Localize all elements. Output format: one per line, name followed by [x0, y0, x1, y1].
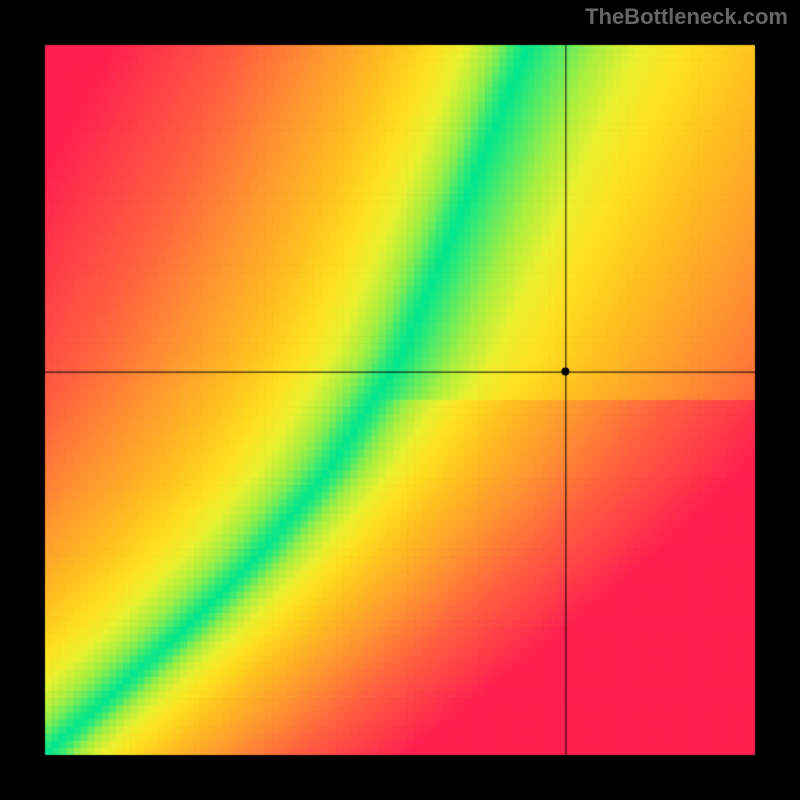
- chart-container: TheBottleneck.com: [0, 0, 800, 800]
- attribution-label: TheBottleneck.com: [585, 4, 788, 30]
- bottleneck-heatmap-canvas: [0, 0, 800, 800]
